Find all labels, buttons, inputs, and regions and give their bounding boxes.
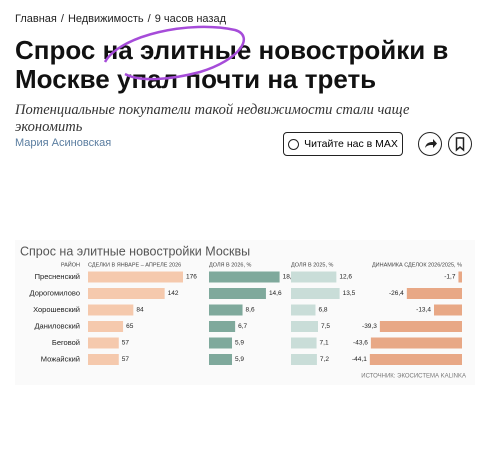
district: Беговой — [52, 338, 80, 347]
value-label: 7,2 — [320, 356, 329, 363]
bar — [88, 304, 134, 316]
bar — [291, 271, 337, 283]
value-label: 6,7 — [238, 323, 247, 330]
value-label: -1,7 — [444, 274, 456, 281]
district: Хорошевский — [33, 305, 80, 314]
column-header: ДИНАМИКА СДЕЛОК 2026/2025, % — [372, 262, 462, 268]
bar — [291, 304, 316, 316]
bookmark-button[interactable] — [448, 132, 472, 156]
value-label: 6,8 — [318, 307, 327, 314]
bar — [88, 271, 183, 283]
bar — [88, 354, 119, 365]
value-label: 142 — [168, 290, 179, 297]
value-label: 7,1 — [320, 340, 329, 347]
value-label: -43,6 — [353, 340, 368, 347]
breadcrumb-link[interactable]: Недвижимость — [67, 13, 144, 25]
bar — [458, 271, 462, 283]
headline: Спрос на элитные новостройки в Москве уп… — [15, 35, 449, 94]
bar — [88, 321, 124, 332]
bar — [88, 337, 119, 349]
bookmark-icon — [455, 137, 465, 152]
value-label: 8,6 — [246, 307, 255, 314]
value-label: 57 — [122, 356, 130, 363]
breadcrumb-link[interactable]: Главная — [15, 13, 57, 25]
value-label: -13,4 — [416, 307, 431, 314]
column-header: ДОЛЯ В 2026, % — [209, 262, 252, 268]
bar — [209, 321, 236, 332]
share-icon — [425, 139, 437, 148]
breadcrumb: Главная / Недвижимость/9 часов назад — [15, 13, 226, 25]
author[interactable]: Мария Асиновская — [15, 137, 112, 149]
bar — [88, 288, 165, 299]
value-label: 18,1 — [283, 274, 296, 281]
value-label: 84 — [136, 307, 144, 314]
value-label: 5,9 — [235, 356, 244, 363]
value-label: 65 — [126, 323, 134, 330]
bar — [291, 337, 317, 349]
bar — [291, 321, 318, 332]
value-label: 176 — [186, 274, 197, 281]
follow-button[interactable]: Читайте нас в MAX — [283, 132, 403, 156]
value-label: 57 — [122, 340, 130, 347]
bar — [369, 354, 462, 365]
bar — [209, 337, 233, 349]
value-label: 14,6 — [269, 290, 282, 297]
district: Пресненский — [35, 272, 80, 281]
subtitle: Потенциальные покупатели такой недвижимо… — [15, 102, 410, 135]
bar — [209, 288, 266, 299]
value-label: 13,5 — [343, 290, 356, 297]
breadcrumb-time: 9 часов назад — [154, 13, 226, 25]
bar — [433, 304, 462, 316]
bar — [370, 337, 462, 349]
scribble-stroke — [103, 25, 246, 81]
source: ИСТОЧНИК: ЭКОСИСТЕМА KALINKA — [361, 374, 466, 380]
bar — [291, 354, 317, 365]
follow-label: Читайте нас в MAX — [304, 138, 398, 150]
column-header: СДЕЛКИ В ЯНВАРЕ – АПРЕЛЕ 2026 — [88, 262, 181, 268]
district: Дорогомилово — [30, 288, 80, 297]
bar — [406, 288, 462, 299]
share-button[interactable] — [418, 132, 442, 156]
bar — [209, 271, 280, 283]
district: Можайский — [41, 354, 80, 363]
district: Даниловский — [34, 321, 80, 330]
value-label: -26,4 — [389, 290, 404, 297]
infographic-title: Спрос на элитные новостройки Москвы — [20, 244, 250, 258]
bar — [209, 304, 243, 316]
value-label: 7,5 — [321, 323, 330, 330]
column-header: РАЙОН — [61, 260, 80, 268]
max-icon — [288, 138, 300, 150]
value-label: -44,1 — [352, 356, 367, 363]
column-header: ДОЛЯ В 2025, % — [291, 262, 334, 268]
value-label: 12,6 — [339, 274, 352, 281]
value-label: 5,9 — [235, 340, 244, 347]
bar — [291, 288, 340, 299]
bar — [209, 354, 233, 365]
scribble — [103, 25, 246, 81]
value-label: -39,3 — [362, 323, 377, 330]
bar — [379, 321, 462, 332]
